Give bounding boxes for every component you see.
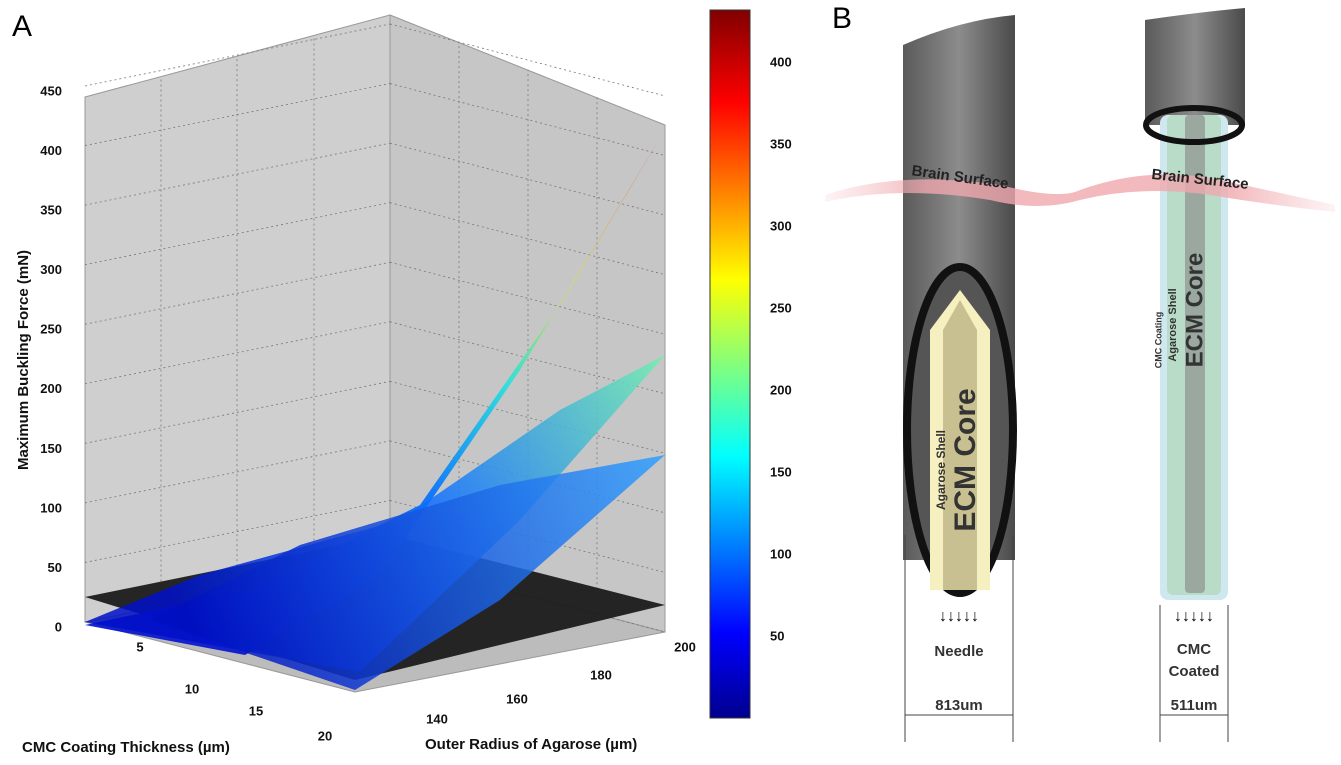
grid-line [389,142,666,216]
colorbar-tick-label: 250 [770,300,792,315]
grid-line [84,202,391,266]
x-tick-label: 15 [249,703,263,718]
y-tick-label: 200 [674,639,696,654]
y-axis-title: Outer Radius of Agarose (µm) [425,736,637,753]
force-arrows: ↓↓↓↓↓ [1174,608,1214,625]
grid-line [84,142,391,206]
z-tick-label: 400 [40,143,62,158]
panel-a: A Maximum Buckling Force (mN) CMC Coatin… [12,9,792,756]
caption: CMC [1177,641,1211,658]
width-label: 813um [935,697,983,714]
colorbar-tick-label: 50 [770,628,784,643]
grid-line [389,500,666,573]
grid-line [84,261,391,325]
z-tick-label: 50 [48,560,62,575]
y-tick-label: 160 [506,691,528,706]
ecm-core [1185,115,1205,593]
caption: Needle [934,643,983,660]
x-axis-title: CMC Coating Thickness (µm) [22,739,230,756]
coating-label: CMC Coating [1153,312,1163,369]
panel-label: B [832,2,852,35]
colorbar-tick-label: 200 [770,382,792,397]
colorbar-tick-label: 150 [770,464,792,479]
grid-line [84,440,391,504]
colorbar-tick-label: 400 [770,54,792,69]
x-tick-label: 5 [136,639,143,654]
y-tick-label: 140 [426,711,448,726]
z-tick-label: 0 [55,619,62,634]
z-tick-label: 100 [40,500,62,515]
panel-label: A [12,10,32,43]
grid-line [84,321,391,385]
core-label: ECM Core [949,388,982,531]
colorbar-tick-label: 300 [770,218,792,233]
z-tick-label: 450 [40,83,62,98]
grid-line [84,23,391,87]
y-tick-label: 180 [590,667,612,682]
x-tick-label: 20 [318,728,332,743]
grid-line [389,380,666,454]
colorbar [709,9,751,719]
grid-line [389,23,666,97]
grid-line [389,202,666,276]
z-tick-label: 350 [40,203,62,218]
force-arrows: ↓↓↓↓↓ [939,608,979,625]
grid-line [84,380,391,444]
grid-line [84,500,391,563]
x-tick-label: 10 [185,681,199,696]
z-tick-label: 200 [40,381,62,396]
grid-line [389,261,666,335]
z-tick-label: 250 [40,322,62,337]
grid-line [389,83,666,156]
grid-line [389,559,666,633]
z-tick-label: 300 [40,262,62,277]
grid-line [389,440,666,514]
colorbar-tick-label: 350 [770,136,792,151]
tube-rim [1143,105,1245,145]
dimension-lines [904,535,1229,742]
brain-surface [825,174,1335,212]
z-axis-title: Maximum Buckling Force (mN) [15,250,32,470]
colorbar-tick-label: 100 [770,546,792,561]
grid-line [84,83,391,146]
z-tick-label: 150 [40,441,62,456]
surface [150,455,665,690]
shell-label: Agarose Shell [934,430,948,510]
panel-b: B Brain Surface Brain Surface ECM Core A… [825,2,1335,742]
width-label: 511um [1171,697,1218,714]
caption: Coated [1169,663,1220,680]
tube [1145,8,1245,125]
ticks: 0 50 100 150 200 250 300 350 400 450 5 10 15 20 140 160… [40,54,791,743]
ecm-core [943,300,977,590]
shell-label: Agarose Shell [1167,288,1179,361]
core-label: ECM Core [1181,253,1208,368]
back-wall [84,14,391,623]
